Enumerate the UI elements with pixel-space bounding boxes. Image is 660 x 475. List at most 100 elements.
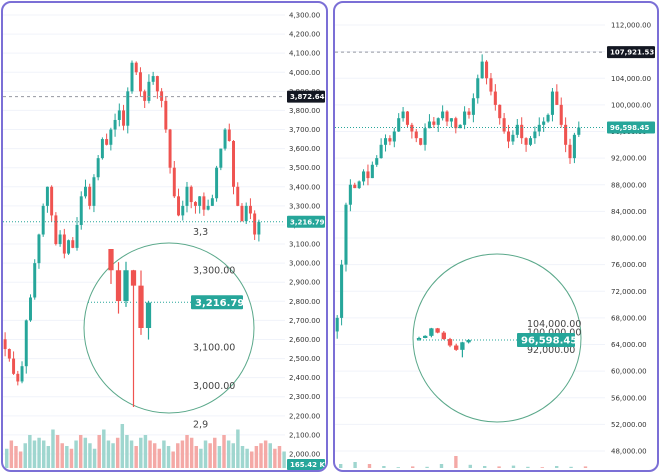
volume-bar [185,435,189,468]
volume-bar [222,435,226,468]
candle-body [397,118,401,132]
candle-body [198,196,202,206]
last-price-label: 3,216.79 [290,218,325,226]
candle-body [445,111,449,122]
reference-price-tag [287,90,325,103]
zoom-tick-label: 92,000.00 [527,345,575,356]
y-tick-label: 2,400.00 [289,374,320,382]
candle-body [67,240,71,254]
volume-bar [194,446,199,468]
volume-bar [583,466,588,468]
candle-body [227,129,231,141]
zoom-tick-label: 104,000.00 [527,319,581,330]
y-tick-label: 3,800.00 [289,107,320,115]
volume-bar [166,446,171,468]
y-tick-label: 2,900.00 [289,279,320,287]
volume-bar [213,437,217,468]
y-tick-label: 4,200.00 [289,31,320,39]
volume-bar [41,440,46,468]
volume-tag [287,459,325,470]
volume-bar [134,446,138,468]
y-tick-label: 2,200.00 [289,412,320,420]
candle-body [559,104,563,125]
zoom-lens: 3,3 3,300.00 3,100.00 3,000.00 2,9 3,216.79 [83,227,255,430]
volume-bar [14,446,18,468]
zoom-price-label: 96,598.45 [521,335,577,346]
volume-bar [425,466,429,468]
volume-bar [115,437,120,468]
zoom-candle-body [435,328,440,333]
y-tick-label: 2,300.00 [289,393,320,401]
volume-bar [396,467,400,468]
volume-bar [78,435,83,468]
candle-body [181,205,185,216]
volume-bar [569,466,573,468]
candle-body [335,317,339,332]
volume-bar [97,435,101,468]
y-tick-label: 3,600.00 [289,145,320,153]
candle-body [193,202,197,206]
volume-bar [277,446,282,468]
candle-body [88,186,92,206]
volume-bar [83,437,88,468]
zoom-candle-body [429,328,434,336]
volume-bar [199,448,203,468]
candle-body [577,127,581,135]
volume-bar [51,429,55,468]
volume-bar [176,443,180,468]
candle-body [37,234,41,264]
y-tick-label: 3,100.00 [289,241,320,249]
candle-body [511,134,515,142]
candle-body [480,61,484,79]
right-chart-panel: 112,000.00108,000.00104,000.00100,000.00… [333,1,659,472]
volume-bar [23,443,27,468]
volume-bar [139,437,143,468]
candle-body [572,134,576,159]
reference-price-tag [607,46,655,59]
candle-body [454,118,458,129]
volume-bar [555,466,559,468]
volume-bar [217,446,222,468]
y-tick-label: 64,000.00 [611,341,647,349]
volume-bar [28,435,32,468]
zoom-candle-body [108,249,114,271]
y-tick-label: 52,000.00 [611,421,647,429]
last-price-label: 96,598.45 [610,124,650,132]
candle-body [96,158,100,178]
candle-body [223,129,227,149]
zoom-tick-label: 3,100.00 [193,342,235,353]
candle-body [493,91,497,105]
volume-bar [259,443,263,468]
volume-bar [282,451,286,468]
zoom-candle-body [460,342,465,350]
candle-body [143,91,147,101]
candle-body [353,184,357,189]
y-tick-label: 92,000.00 [611,155,647,163]
candle-body [117,110,121,120]
volume-bar [367,464,372,468]
y-tick-label: 48,000.00 [611,448,647,456]
candle-body [105,139,109,145]
candle-body [344,204,348,265]
candle-body [58,234,62,245]
candle-body [405,111,410,125]
zoom-candle-body [454,345,459,350]
volume-bar [9,440,14,468]
candle-body [528,138,533,145]
zoom-tick-label: 2,9 [193,419,208,430]
candle-body [12,358,16,374]
candle-body [348,184,352,205]
volume-bar [111,443,115,468]
candle-body [366,171,370,179]
volume-bar [46,446,51,468]
y-tick-label: 2,100.00 [289,431,320,439]
candle-body [130,62,134,92]
zoom-candle-body [441,332,446,340]
volume-bar [208,443,212,468]
volume-bar [339,464,343,468]
zoom-candle-body [416,338,422,340]
volume-bar [120,424,125,468]
volume-bar [540,467,544,468]
volume-bar [148,440,152,468]
y-tick-label: 3,500.00 [289,164,320,172]
